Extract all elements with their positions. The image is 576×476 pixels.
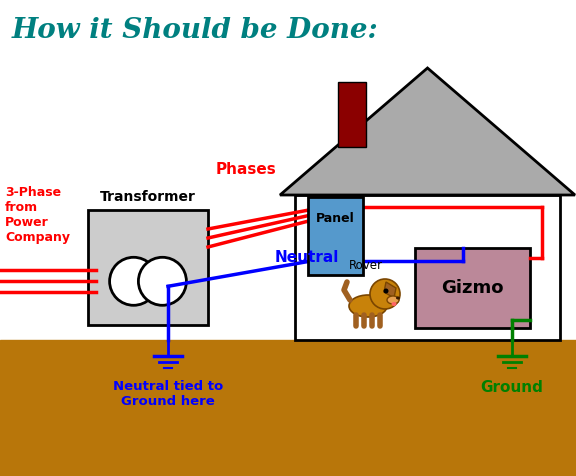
Ellipse shape <box>109 258 158 305</box>
Bar <box>0 340 576 476</box>
Ellipse shape <box>349 295 387 317</box>
Ellipse shape <box>392 302 396 306</box>
Text: Rover: Rover <box>349 259 383 272</box>
Bar <box>295 195 560 340</box>
Circle shape <box>384 288 388 294</box>
Text: 3-Phase
from
Power
Company: 3-Phase from Power Company <box>5 186 70 244</box>
Polygon shape <box>384 282 396 298</box>
Text: How it Should be Done:: How it Should be Done: <box>12 17 379 43</box>
Ellipse shape <box>396 297 400 299</box>
Circle shape <box>370 279 400 309</box>
Polygon shape <box>280 68 575 195</box>
Bar <box>415 248 530 328</box>
Text: Panel: Panel <box>316 212 355 225</box>
Text: Neutral tied to
Ground here: Neutral tied to Ground here <box>113 380 223 408</box>
Text: Transformer: Transformer <box>100 190 196 204</box>
Ellipse shape <box>138 258 187 305</box>
Bar <box>338 82 366 147</box>
Bar <box>308 197 363 275</box>
Bar <box>88 210 208 325</box>
Text: Phases: Phases <box>215 162 276 178</box>
Text: Neutral: Neutral <box>275 250 339 266</box>
Text: Gizmo: Gizmo <box>441 279 504 297</box>
Ellipse shape <box>387 296 399 304</box>
Text: Ground: Ground <box>480 380 543 395</box>
